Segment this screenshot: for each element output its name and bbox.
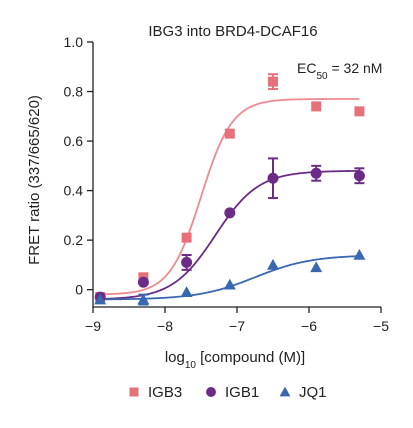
- legend-marker-igb1: [206, 387, 216, 397]
- legend-marker-jq1: [279, 386, 291, 397]
- x-axis-label: log10 [compound (M)]: [165, 349, 305, 371]
- legend-marker-igb3: [129, 387, 139, 397]
- y-tick-label: 0.4: [64, 183, 84, 199]
- data-point-igb3: [224, 128, 235, 139]
- chart-title: IBG3 into BRD4-DCAF16: [148, 23, 317, 40]
- data-point-igb1: [137, 276, 149, 288]
- data-point-igb1: [267, 172, 279, 184]
- data-point-jq1: [180, 286, 193, 297]
- fit-curve-igb1: [96, 170, 360, 300]
- data-point-jq1: [310, 261, 323, 273]
- axes: 0 0.2 0.4 0.6 0.8 1.0 −9 −8 −7 −6 −5: [64, 34, 390, 334]
- data-point-jq1: [267, 258, 279, 270]
- legend-label-jq1: JQ1: [299, 384, 327, 401]
- fit-curve-jq1: [96, 255, 360, 301]
- data-point-igb1: [310, 167, 322, 179]
- series-igb3: [95, 73, 365, 303]
- data-point-jq1: [94, 293, 107, 305]
- x-tick-label: −8: [157, 318, 173, 334]
- ec50-annotation: EC50 = 32 nM: [297, 60, 382, 82]
- data-point-igb1: [181, 256, 193, 268]
- data-point-jq1: [137, 293, 150, 305]
- legend: IGB3 IGB1 JQ1: [129, 384, 327, 401]
- x-tick-label: −9: [85, 318, 101, 334]
- data-point-jq1: [353, 248, 366, 260]
- x-tick-label: −5: [373, 318, 389, 334]
- fit-curve-igb3: [96, 98, 360, 296]
- y-tick-label: 0.6: [64, 133, 84, 149]
- legend-label-igb3: IGB3: [148, 384, 182, 401]
- y-axis-label: FRET ratio (337/665/620): [26, 95, 43, 265]
- y-tick-label: 1.0: [64, 34, 84, 50]
- data-point-igb1: [224, 207, 236, 219]
- legend-label-igb1: IGB1: [225, 384, 259, 401]
- x-tick-label: −6: [301, 318, 317, 334]
- y-tick-label: 0: [75, 282, 83, 298]
- data-points: [94, 73, 366, 306]
- series-jq1: [94, 248, 366, 306]
- x-tick-label: −7: [229, 318, 245, 334]
- y-tick-label: 0.2: [64, 232, 84, 248]
- data-point-igb3: [268, 76, 278, 87]
- data-point-igb3: [311, 101, 322, 112]
- data-point-igb1: [353, 170, 365, 182]
- data-point-igb3: [181, 232, 192, 243]
- data-point-jq1: [223, 278, 236, 290]
- y-tick-label: 0.8: [64, 84, 84, 100]
- data-point-igb3: [354, 106, 365, 117]
